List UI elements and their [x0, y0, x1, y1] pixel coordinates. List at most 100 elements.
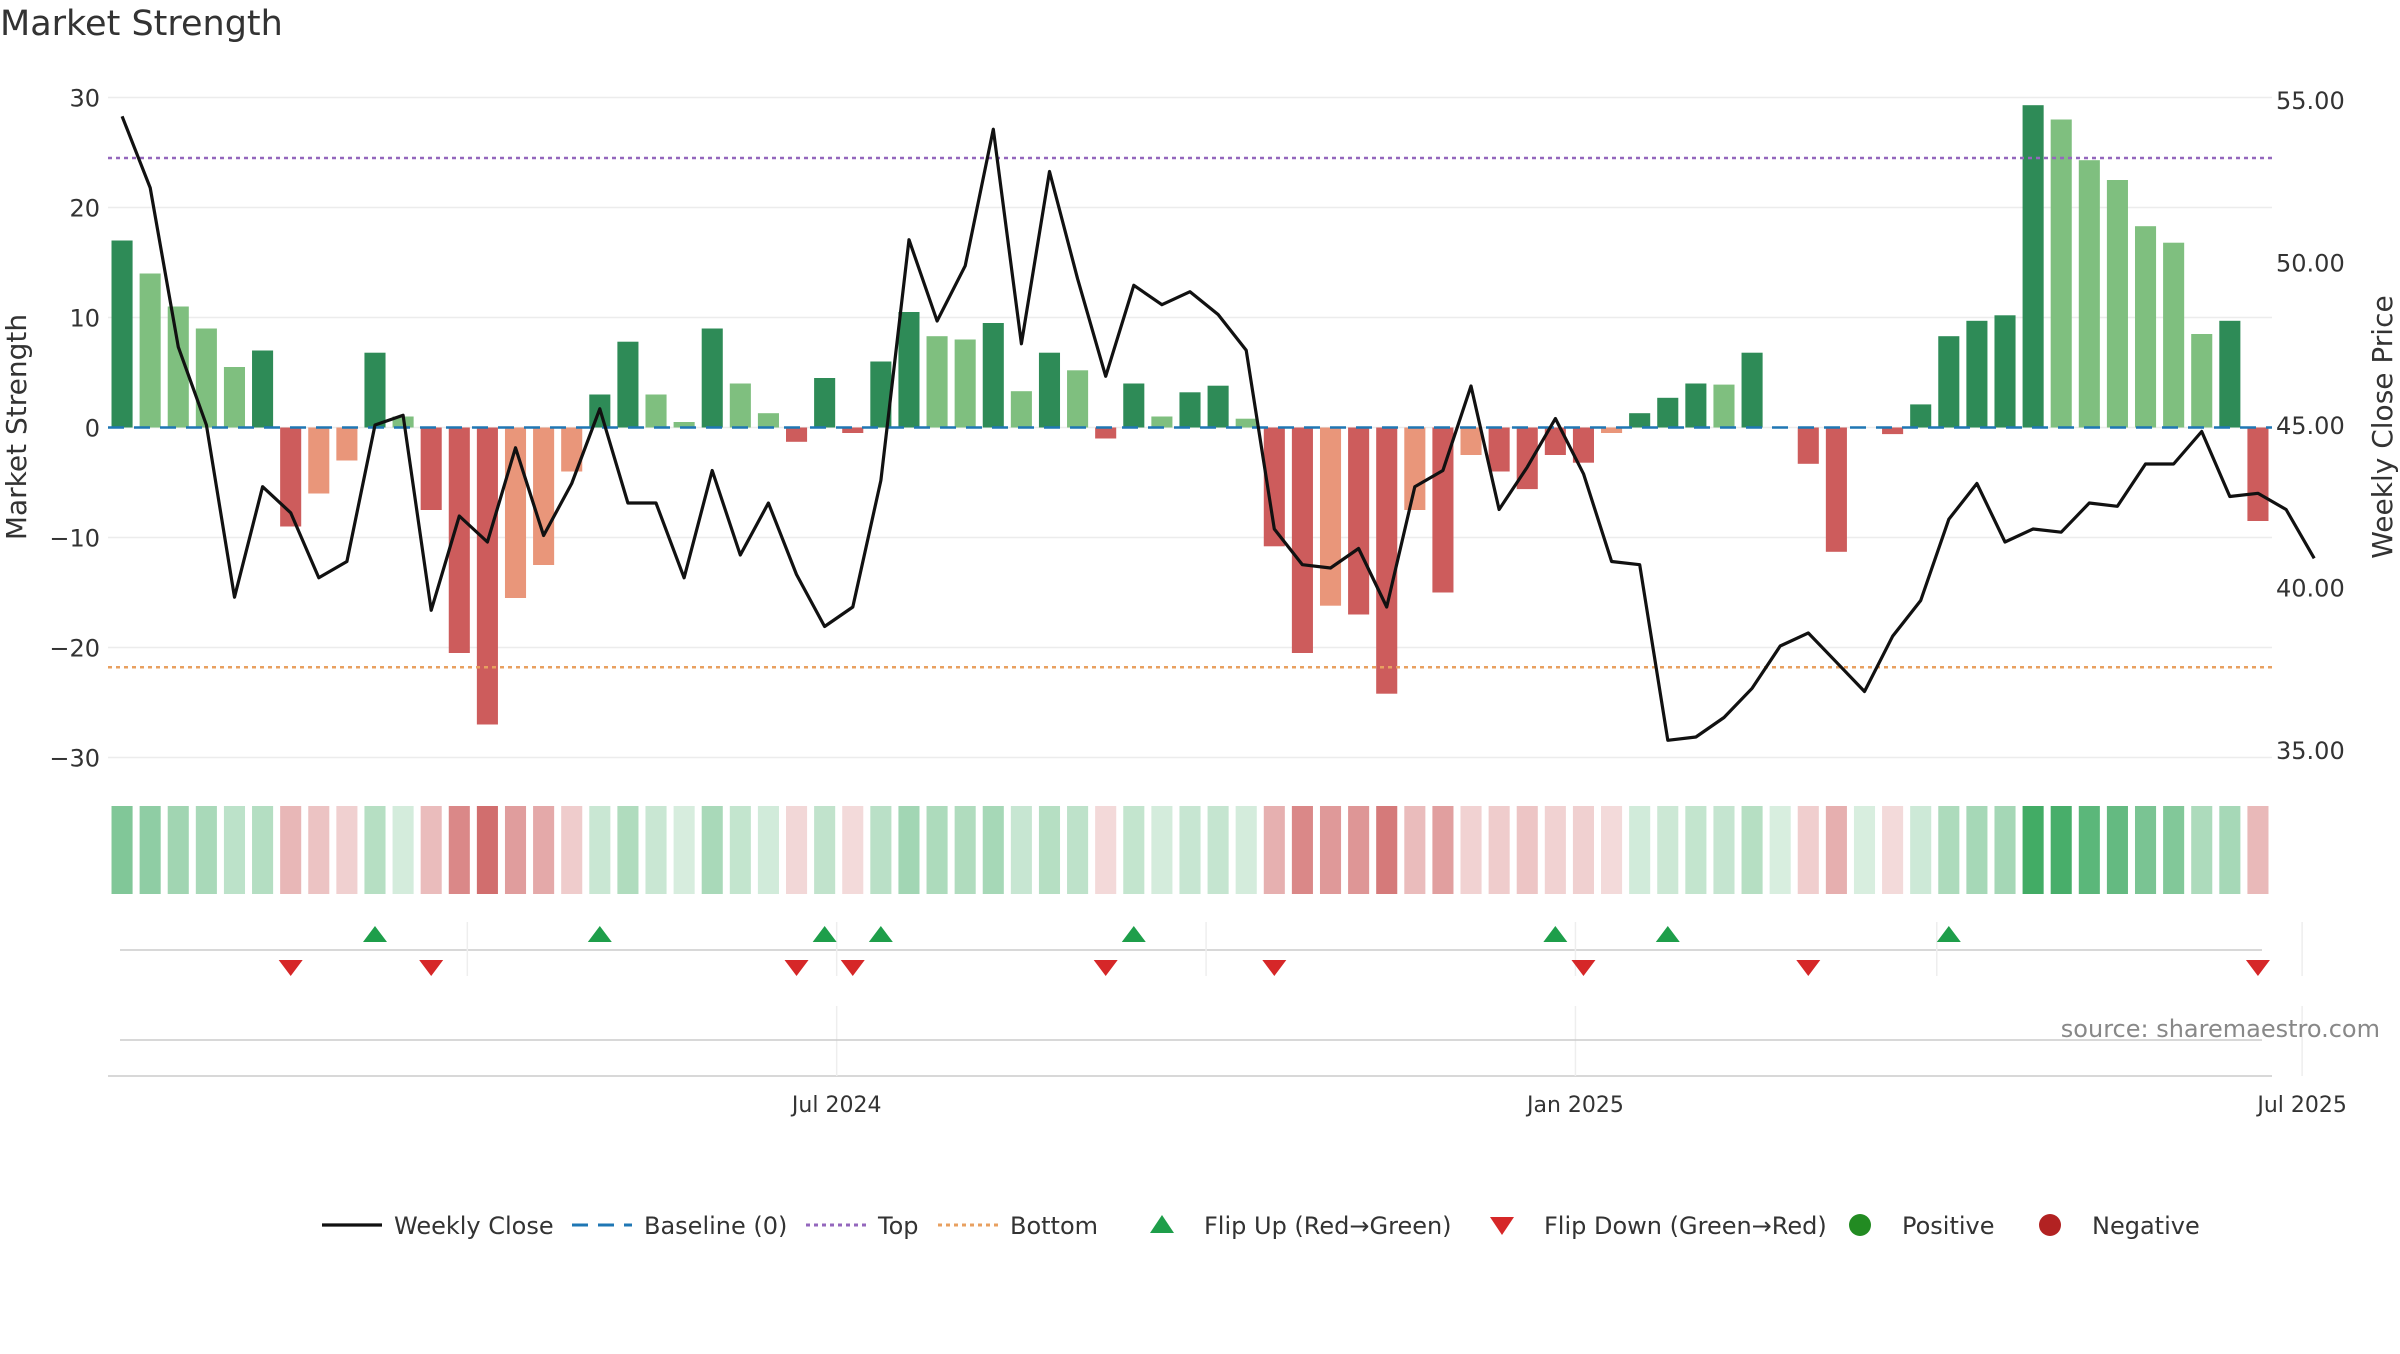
heat-cell — [1517, 806, 1538, 894]
heat-cell — [1685, 806, 1706, 894]
legend-swatch-flip-up — [1150, 1215, 1174, 1233]
heat-cell — [308, 806, 329, 894]
heat-cell — [702, 806, 723, 894]
y-right-tick-label: 45.00 — [2276, 412, 2345, 440]
legend-label: Flip Up (Red→Green) — [1204, 1212, 1452, 1240]
legend-label: Positive — [1902, 1212, 1995, 1240]
heat-cell — [645, 806, 666, 894]
heat-cell — [1179, 806, 1200, 894]
strength-bar — [955, 340, 976, 428]
strength-bar — [1685, 384, 1706, 428]
strength-bar — [2107, 180, 2128, 428]
heat-cell — [2247, 806, 2268, 894]
heat-cell — [927, 806, 948, 894]
heat-cell — [1713, 806, 1734, 894]
heat-cell — [1826, 806, 1847, 894]
strength-bar — [786, 428, 807, 442]
flip-down-marker — [785, 960, 809, 976]
y-right-tick-label: 50.00 — [2276, 250, 2345, 278]
heat-cell — [1798, 806, 1819, 894]
y-left-tick-label: −20 — [49, 635, 100, 663]
heat-cell — [1208, 806, 1229, 894]
y-left-tick-label: 0 — [85, 415, 100, 443]
strength-bar — [1657, 398, 1678, 428]
heat-cell — [1910, 806, 1931, 894]
chart-title: Market Strength — [0, 4, 283, 44]
flip-up-marker — [1543, 926, 1567, 942]
heat-cell — [617, 806, 638, 894]
heat-cell — [252, 806, 273, 894]
heat-cell — [1994, 806, 2015, 894]
flip-up-marker — [1937, 926, 1961, 942]
strength-bar — [533, 428, 554, 566]
strength-bar — [140, 274, 161, 428]
strength-bar — [2163, 243, 2184, 428]
heat-cell — [1966, 806, 1987, 894]
heat-cell — [224, 806, 245, 894]
flip-down-marker — [1262, 960, 1286, 976]
strength-bar — [1742, 353, 1763, 428]
strength-bar — [2219, 321, 2240, 428]
heat-cell — [364, 806, 385, 894]
strength-bar — [1208, 386, 1229, 428]
strength-bar — [1348, 428, 1369, 615]
strength-bar — [252, 351, 273, 428]
heat-cell — [2051, 806, 2072, 894]
strength-bar — [1713, 385, 1734, 428]
heat-cell — [1292, 806, 1313, 894]
heat-cell — [758, 806, 779, 894]
strength-bar — [477, 428, 498, 725]
heat-cell — [168, 806, 189, 894]
y-left-tick-label: −30 — [49, 745, 100, 773]
heat-cell — [449, 806, 470, 894]
heat-cell — [1151, 806, 1172, 894]
strength-bar — [1320, 428, 1341, 606]
flip-down-marker — [841, 960, 865, 976]
strength-bar — [1826, 428, 1847, 552]
flip-up-marker — [588, 926, 612, 942]
heat-cell — [1657, 806, 1678, 894]
strength-bar — [1994, 315, 2015, 427]
x-tick-label: Jul 2024 — [790, 1093, 882, 1118]
heat-cell — [1376, 806, 1397, 894]
source-note: source: sharemaestro.com — [2061, 1015, 2380, 1043]
heat-cell — [1432, 806, 1453, 894]
heat-cell — [842, 806, 863, 894]
y-left-tick-label: 20 — [69, 195, 100, 223]
strength-bar — [1376, 428, 1397, 694]
heat-cell — [730, 806, 751, 894]
heat-layer — [112, 806, 2269, 894]
heat-cell — [1461, 806, 1482, 894]
strength-bar — [1179, 392, 1200, 427]
strength-bar — [758, 413, 779, 427]
heat-cell — [2135, 806, 2156, 894]
strength-bar — [1629, 413, 1650, 427]
x-tick-label: Jul 2025 — [2255, 1093, 2347, 1118]
heat-cell — [1601, 806, 1622, 894]
strength-bar — [1011, 391, 1032, 427]
heat-cell — [393, 806, 414, 894]
strength-bar — [224, 367, 245, 428]
strength-bar — [308, 428, 329, 494]
legend-label: Negative — [2092, 1212, 2200, 1240]
heat-cell — [1067, 806, 1088, 894]
strength-bar — [336, 428, 357, 461]
heat-cell — [2107, 806, 2128, 894]
heat-cell — [786, 806, 807, 894]
y-left-tick-label: −10 — [49, 525, 100, 553]
heat-cell — [814, 806, 835, 894]
heat-cell — [1039, 806, 1060, 894]
heat-cell — [1489, 806, 1510, 894]
heat-cell — [477, 806, 498, 894]
heat-cell — [505, 806, 526, 894]
strength-bar — [364, 353, 385, 428]
heat-cell — [1095, 806, 1116, 894]
strength-bar — [1489, 428, 1510, 472]
heat-cell — [1770, 806, 1791, 894]
heat-cell — [1123, 806, 1144, 894]
heat-cell — [2023, 806, 2044, 894]
strength-bar — [927, 336, 948, 427]
legend-swatch-positive — [1849, 1214, 1871, 1236]
flip-layer — [120, 922, 2400, 1040]
heat-cell — [1938, 806, 1959, 894]
